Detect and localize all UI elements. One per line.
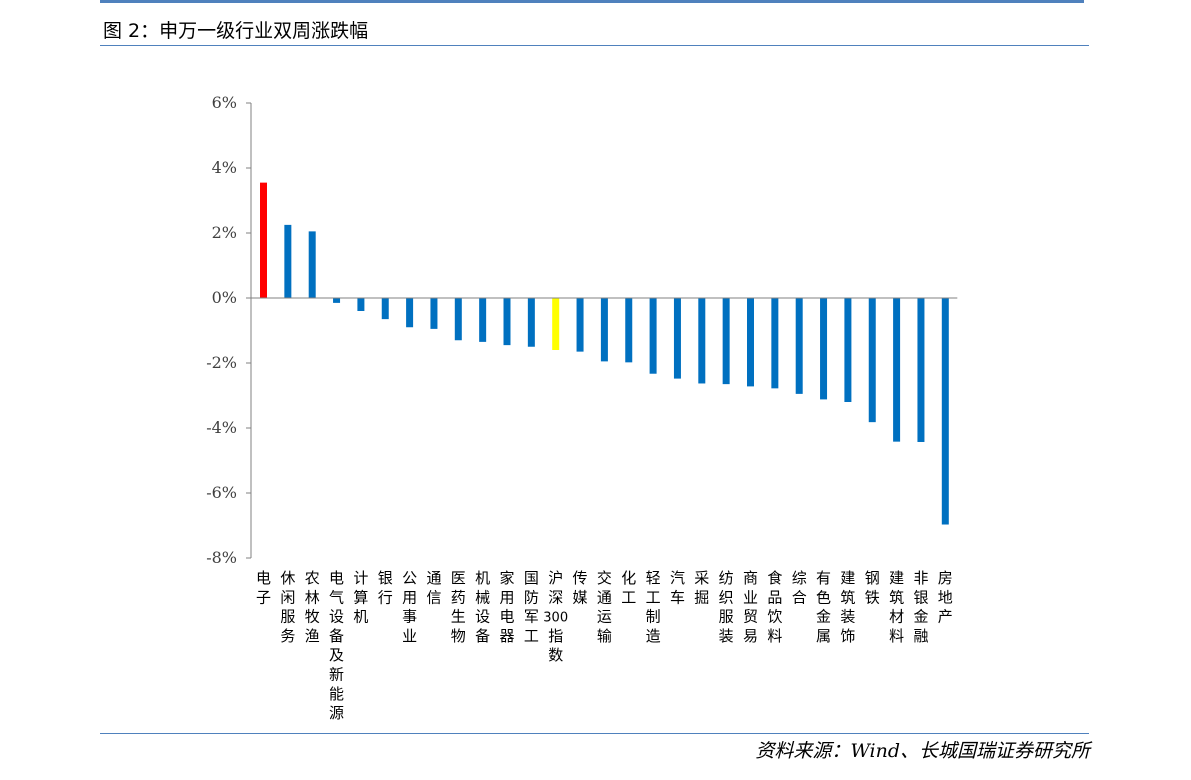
category-label: 食品饮料 (767, 569, 782, 645)
category-label: 计算机 (353, 569, 368, 626)
category-label: 轻工制造 (646, 569, 661, 645)
category-label: 采掘 (694, 569, 709, 606)
bar (941, 298, 949, 525)
category-label: 建筑装饰 (840, 569, 855, 645)
y-tick-label: 4% (212, 158, 237, 177)
bar (333, 298, 341, 303)
top-rule (100, 0, 1084, 3)
title-rule (100, 45, 1089, 46)
category-labels: 电子休闲服务农林牧渔电气设备及新能源计算机银行公用事业通信医药生物机械设备家用电… (256, 569, 953, 722)
bar (868, 298, 876, 423)
bar (698, 298, 706, 384)
bar (649, 298, 657, 374)
category-label: 化工 (621, 569, 636, 606)
category-label: 交通运输 (597, 569, 612, 645)
bar (844, 298, 852, 402)
bar (893, 298, 901, 442)
y-tick-label: -2% (206, 353, 237, 372)
bottom-rule (100, 733, 1089, 734)
category-label: 医药生物 (451, 569, 466, 645)
category-label: 电气设备及新能源 (329, 569, 344, 722)
category-label: 综合 (792, 569, 807, 606)
category-label: 国防军工 (524, 569, 539, 645)
bar (552, 298, 560, 350)
category-label: 钢铁 (865, 569, 880, 606)
category-label: 休闲服务 (280, 569, 295, 645)
category-label: 汽车 (670, 569, 685, 606)
category-label: 房地产 (938, 569, 953, 626)
bar (260, 182, 267, 299)
y-tick-label: 6% (212, 93, 237, 112)
bar (406, 298, 414, 328)
category-label: 传媒 (573, 569, 588, 606)
figure-title: 图 2：申万一级行业双周涨跌幅 (103, 20, 369, 42)
bar (503, 298, 511, 346)
category-label: 建筑材料 (889, 569, 904, 645)
category-label: 沪深 300 指数 (543, 569, 568, 664)
category-label: 银行 (378, 569, 393, 606)
y-tick-label: 0% (212, 288, 237, 307)
bar (820, 298, 828, 400)
category-label: 商业贸易 (743, 569, 758, 645)
bar (625, 298, 633, 363)
bar (381, 298, 389, 320)
bar (600, 298, 608, 362)
bar (357, 298, 365, 311)
category-label: 机械设备 (475, 569, 490, 645)
bar (795, 298, 803, 394)
bar (771, 298, 779, 389)
source-note: 资料来源：Wind、长城国瑞证券研究所 (755, 740, 1090, 762)
bar (454, 298, 462, 341)
bar (747, 298, 754, 387)
bars (251, 182, 958, 525)
bar (576, 298, 584, 352)
category-label: 公用事业 (402, 569, 417, 645)
y-tick-label: -6% (206, 483, 237, 502)
category-label: 家用电器 (499, 569, 514, 645)
bar (284, 224, 292, 299)
category-label: 有色金属 (816, 569, 831, 645)
y-tick-label: -8% (206, 548, 237, 567)
category-label: 通信 (426, 569, 441, 606)
bar (527, 298, 535, 347)
bar (308, 231, 316, 299)
category-label: 纺织服装 (719, 569, 734, 645)
category-label: 电子 (256, 569, 271, 606)
bar (917, 298, 925, 442)
bar (722, 298, 730, 385)
bar (673, 298, 681, 379)
y-tick-label: -4% (206, 418, 237, 437)
category-label: 非银金融 (913, 569, 928, 645)
bar (430, 298, 438, 329)
y-axis: 6% 4% 2% 0% -2% -4% -6% -8% (206, 93, 252, 567)
bar (479, 298, 487, 342)
category-label: 农林牧渔 (305, 569, 320, 645)
y-tick-label: 2% (212, 223, 237, 242)
